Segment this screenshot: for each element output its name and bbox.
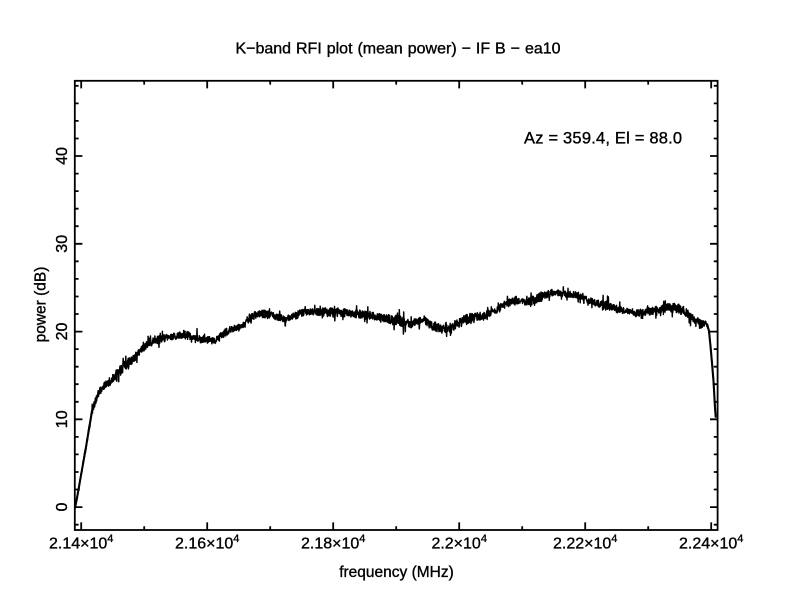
svg-text:20: 20 bbox=[54, 323, 71, 341]
svg-text:40: 40 bbox=[54, 147, 71, 165]
svg-text:frequency (MHz): frequency (MHz) bbox=[339, 564, 454, 581]
svg-text:2.16×104: 2.16×104 bbox=[175, 533, 239, 553]
svg-text:2.2×104: 2.2×104 bbox=[431, 533, 487, 553]
svg-text:K−band RFI plot (mean power) −: K−band RFI plot (mean power) − IF B − ea… bbox=[235, 41, 560, 58]
svg-text:2.18×104: 2.18×104 bbox=[301, 533, 365, 553]
svg-text:2.22×104: 2.22×104 bbox=[553, 533, 617, 553]
svg-text:10: 10 bbox=[54, 410, 71, 428]
svg-text:0: 0 bbox=[54, 503, 71, 512]
svg-text:30: 30 bbox=[54, 235, 71, 253]
svg-text:2.14×104: 2.14×104 bbox=[49, 533, 113, 553]
svg-text:2.24×104: 2.24×104 bbox=[679, 533, 743, 553]
svg-text:power (dB): power (dB) bbox=[33, 267, 50, 343]
svg-text:Az = 359.4, El = 88.0: Az = 359.4, El = 88.0 bbox=[524, 130, 682, 148]
